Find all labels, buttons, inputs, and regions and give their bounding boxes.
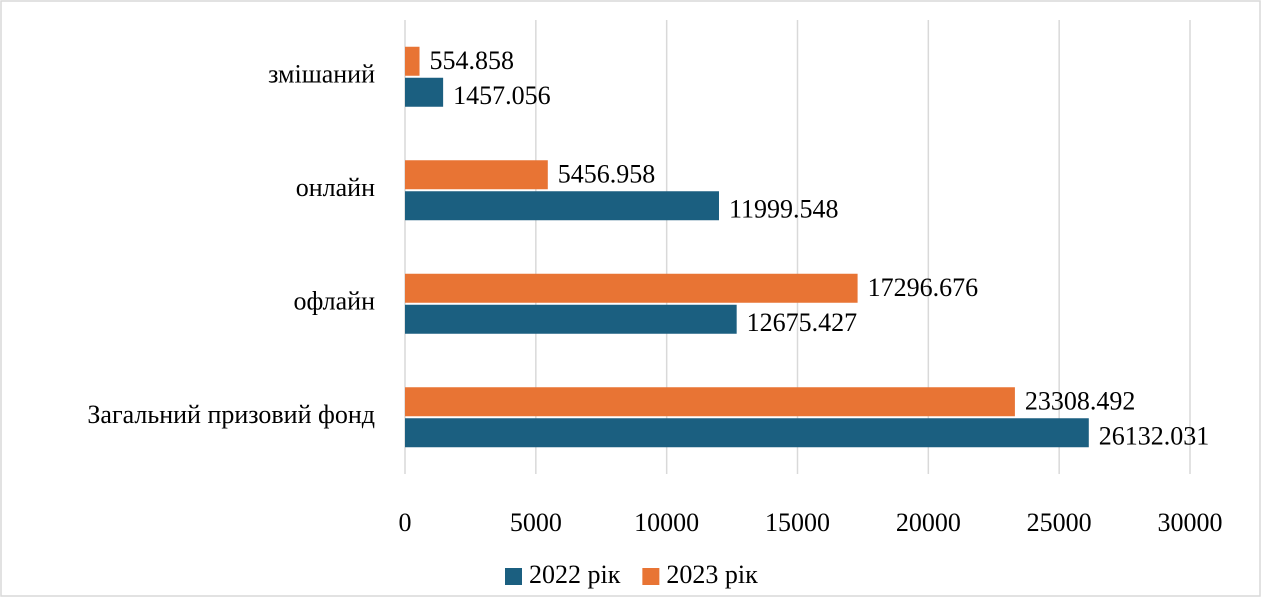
bar — [405, 387, 1015, 417]
bar — [405, 77, 444, 107]
y-tick-label: Загальний призовий фонд — [87, 400, 375, 429]
legend-swatch — [642, 568, 660, 585]
data-label: 17296.676 — [868, 273, 979, 302]
y-tick-label: онлайн — [296, 173, 375, 202]
y-tick-label: змішаний — [268, 60, 375, 89]
legend-label: 2022 рік — [529, 560, 621, 589]
bar — [405, 46, 420, 76]
x-tick-label: 15000 — [765, 508, 830, 537]
x-tick-label: 0 — [399, 508, 412, 537]
data-label: 554.858 — [430, 46, 515, 75]
data-label: 5456.958 — [558, 160, 656, 189]
y-tick-label: офлайн — [293, 287, 375, 316]
data-label: 26132.031 — [1099, 422, 1210, 451]
legend-label: 2023 рік — [666, 560, 758, 589]
data-label: 12675.427 — [747, 308, 858, 337]
data-label: 23308.492 — [1025, 387, 1136, 416]
x-tick-label: 20000 — [896, 508, 961, 537]
x-tick-label: 25000 — [1027, 508, 1092, 537]
data-label: 11999.548 — [729, 195, 839, 224]
data-label: 1457.056 — [453, 81, 551, 110]
bar — [405, 273, 858, 303]
bar — [405, 304, 737, 334]
x-tick-label: 30000 — [1158, 508, 1223, 537]
x-tick-label: 10000 — [634, 508, 699, 537]
bar — [405, 191, 719, 221]
x-tick-label: 5000 — [510, 508, 562, 537]
legend-swatch — [505, 568, 522, 585]
bar — [405, 418, 1089, 448]
bar — [405, 160, 548, 190]
